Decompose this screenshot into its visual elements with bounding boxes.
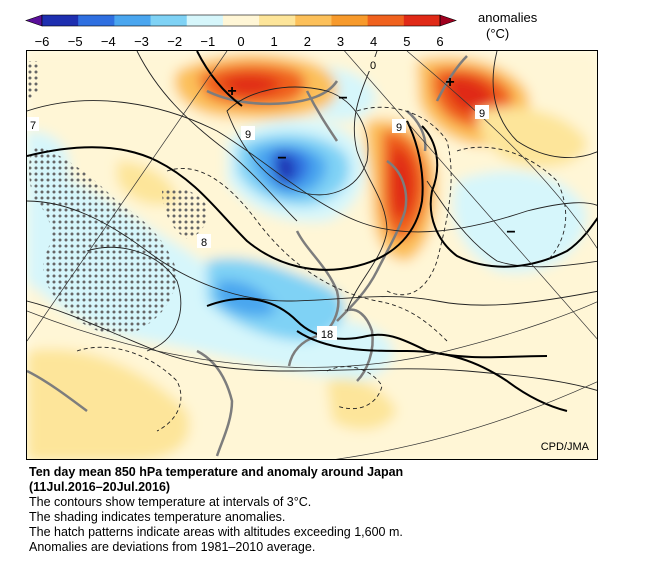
colorbar-swatches <box>25 14 457 27</box>
coastlines <box>27 55 468 457</box>
colorbar-tick-label: −2 <box>167 34 182 49</box>
positive-anomaly-mark: + <box>445 74 454 91</box>
colorbar-tick-label: 0 <box>237 34 244 49</box>
colorbar-tick-label: 6 <box>436 34 443 49</box>
caption-title: Ten day mean 850 hPa temperature and ano… <box>29 465 404 479</box>
colorbar-high-arrow <box>439 14 457 27</box>
contour-label-9c: 9 <box>475 105 489 120</box>
colorbar-tick-label: −5 <box>68 34 83 49</box>
contour-label-7: 7 <box>27 117 39 132</box>
colorbar-swatch <box>186 15 224 26</box>
map-canvas: 0 7 9 9 9 8 18 <box>27 51 597 459</box>
contour-label-9a: 9 <box>241 126 255 141</box>
colorbar-low-arrow <box>25 14 43 27</box>
caption-period: (11Jul.2016–20Jul.2016) <box>29 480 171 494</box>
map-credit: CPD/JMA <box>540 441 589 453</box>
contour-label-0: 0 <box>366 57 380 72</box>
colorbar-tick-label: −6 <box>35 34 50 49</box>
contour-label-9b: 9 <box>392 119 406 134</box>
negative-anomaly-mark: − <box>277 150 286 167</box>
negative-anomaly-mark: − <box>338 90 347 107</box>
colorbar-tick-label: 2 <box>304 34 311 49</box>
contour-label-8: 8 <box>197 234 211 249</box>
positive-anomaly-mark: + <box>227 83 236 100</box>
temperature-contours-thin <box>27 51 597 391</box>
colorbar-tick-label: 5 <box>403 34 410 49</box>
map-grid <box>27 51 597 459</box>
svg-text:9: 9 <box>396 122 402 134</box>
caption-line-contours: The contours show temperature at interva… <box>29 495 312 509</box>
svg-text:9: 9 <box>479 108 485 120</box>
colorbar-swatch <box>367 15 405 26</box>
colorbar-swatch <box>114 15 152 26</box>
contour-labels: 0 7 9 9 9 8 18 <box>27 57 489 341</box>
figure-caption: Ten day mean 850 hPa temperature and ano… <box>29 465 629 555</box>
zero-anomaly-contours <box>76 106 567 432</box>
legend-unit: (°C) <box>486 26 509 41</box>
caption-line-hatch: The hatch patterns indicate areas with a… <box>29 525 403 539</box>
svg-text:7: 7 <box>30 120 36 132</box>
temperature-contours-thick <box>27 51 597 412</box>
colorbar-swatch <box>259 15 296 26</box>
anomaly-markers: + + − − − <box>227 74 515 241</box>
colorbar-swatch <box>295 15 332 26</box>
colorbar-tick-label: −1 <box>200 34 215 49</box>
colorbar-tick-label: −3 <box>134 34 149 49</box>
colorbar-tick-label: 1 <box>271 34 278 49</box>
anomaly-colorbar: −6 −5 −4 −3 −2 −1 0 1 2 3 4 5 6 anomalies (°C) <box>25 10 538 49</box>
colorbar-outline <box>41 14 441 27</box>
colorbar-swatch <box>331 15 369 26</box>
colorbar-tick-label: 3 <box>337 34 344 49</box>
colorbar-tick-label: −4 <box>101 34 116 49</box>
contour-label-18: 18 <box>317 326 337 341</box>
svg-text:18: 18 <box>321 329 333 341</box>
caption-line-shading: The shading indicates temperature anomal… <box>29 510 286 524</box>
colorbar-swatch <box>42 15 79 26</box>
anomaly-map: 0 7 9 9 9 8 18 <box>26 50 598 460</box>
caption-line-normals: Anomalies are deviations from 1981–2010 … <box>29 540 316 554</box>
colorbar-swatch <box>78 15 115 26</box>
svg-text:0: 0 <box>370 60 376 72</box>
colorbar-swatch <box>150 15 188 26</box>
negative-anomaly-mark: − <box>506 224 515 241</box>
colorbar-tick-labels: −6 −5 −4 −3 −2 −1 0 1 2 3 4 5 6 <box>35 34 444 49</box>
colorbar-swatch <box>222 15 260 26</box>
svg-text:8: 8 <box>201 237 207 249</box>
colorbar-swatch <box>403 15 441 26</box>
svg-text:9: 9 <box>245 129 251 141</box>
colorbar-tick-label: 4 <box>370 34 377 49</box>
high-altitude-hatch <box>27 61 208 335</box>
legend-title: anomalies <box>478 10 538 25</box>
